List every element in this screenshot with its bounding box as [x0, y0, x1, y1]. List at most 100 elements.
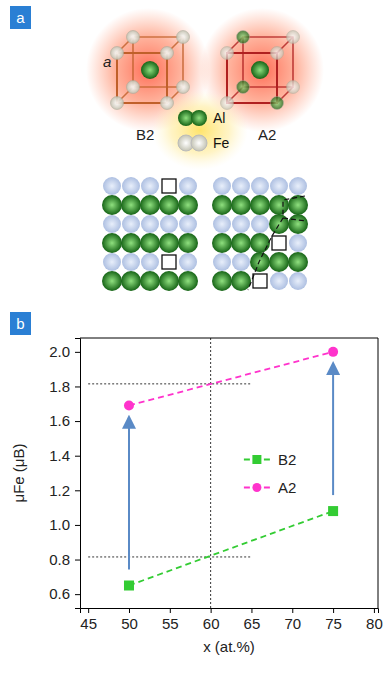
atom: [127, 81, 140, 94]
atom: [287, 31, 300, 44]
fe-atom: [213, 215, 231, 233]
x-tick-mark: [333, 608, 334, 613]
y-tick-mark: [75, 490, 80, 491]
al-atom: [212, 271, 232, 291]
y-tick-mark: [75, 525, 80, 526]
plot-area: [88, 338, 338, 608]
al-atom: [288, 195, 308, 215]
atom: [251, 61, 269, 79]
fe-atom: [251, 177, 269, 195]
x-tick-label: 45: [80, 615, 97, 632]
al-atom: [231, 271, 251, 291]
fe-atom: [289, 272, 307, 290]
fe-atom: [213, 253, 231, 271]
atom: [221, 97, 234, 110]
reference-line: [88, 383, 251, 384]
arrow: [128, 418, 130, 570]
al-atom: [178, 233, 198, 253]
species-label: Al: [213, 110, 225, 126]
x-tick-label: 70: [284, 615, 301, 632]
legend-marker: [252, 483, 261, 492]
x-axis-line: [81, 609, 379, 614]
al-atom: [121, 271, 141, 291]
y-tick-label: 1.8: [49, 378, 70, 395]
x-tick: 80: [366, 608, 383, 632]
glow: [152, 90, 248, 170]
annotations: [129, 364, 333, 570]
fe-atom: [141, 253, 159, 271]
reference-line: [210, 338, 211, 608]
fe-atom: [289, 234, 307, 252]
y-tick-label: 1.2: [49, 482, 70, 499]
panel-a: aB2A2AlFe: [86, 8, 324, 291]
lattice-parameter: a: [103, 53, 111, 70]
atom: [111, 97, 124, 110]
series-line: [129, 352, 333, 406]
x-tick-mark: [292, 608, 293, 613]
al-atom: [102, 195, 122, 215]
fe-atom: [179, 253, 197, 271]
al-atom: [250, 233, 270, 253]
x-tick-label: 65: [244, 615, 261, 632]
al-atom: [102, 271, 122, 291]
figure: aaB2A2AlFeb45505560657075800.60.81.01.21…: [0, 0, 390, 677]
x-axis-title: x (at.%): [203, 638, 255, 655]
fe-atom: [179, 215, 197, 233]
atom: [221, 47, 234, 60]
lattice: [212, 177, 308, 291]
fe-atom: [270, 272, 288, 290]
al-atom: [212, 195, 232, 215]
y-tick: 1.6: [49, 412, 80, 429]
legend-item: A2: [244, 479, 296, 496]
fe-atom: [232, 177, 250, 195]
data-point: [328, 347, 338, 357]
al-atom: [140, 233, 160, 253]
arrow: [332, 364, 334, 495]
x-tick-label: 80: [366, 615, 383, 632]
x-tick: 65: [244, 608, 261, 632]
al-atom: [231, 233, 251, 253]
x-tick-mark: [211, 608, 212, 613]
atom: [177, 81, 190, 94]
y-axis: 0.60.81.01.21.41.61.82.0: [49, 339, 80, 609]
al-atom: [178, 195, 198, 215]
y-tick: 1.2: [49, 482, 80, 499]
fe-atom: [232, 253, 250, 271]
reference-line: [88, 556, 251, 557]
fe-atom: [103, 177, 121, 195]
fe-atom: [141, 177, 159, 195]
al-atom: [159, 271, 179, 291]
atom: [177, 31, 190, 44]
cell-edge: [117, 53, 167, 103]
y-tick-label: 1.0: [49, 516, 70, 533]
panel-label: a: [16, 9, 25, 26]
key-atom: [191, 135, 207, 151]
x-tick-label: 60: [203, 615, 220, 632]
key-atom: [191, 110, 207, 126]
species-label: Fe: [213, 135, 230, 151]
fe-atom: [122, 177, 140, 195]
y-tick-mark: [75, 386, 80, 387]
fe-atom: [141, 215, 159, 233]
y-tick: 2.0: [49, 343, 80, 360]
x-tick-label: 55: [162, 615, 179, 632]
atom: [111, 47, 124, 60]
data-point: [124, 401, 134, 411]
x-tick-mark: [170, 608, 171, 613]
vacancy: [253, 274, 267, 288]
fe-atom: [232, 215, 250, 233]
legend: B2 A2: [244, 451, 296, 496]
data-point: [124, 581, 134, 591]
al-atom: [140, 195, 160, 215]
x-tick: 50: [121, 608, 138, 632]
x-axis: 4550556065707580: [80, 608, 382, 632]
x-tick-label: 50: [121, 615, 138, 632]
glow: [86, 8, 210, 132]
legend-label: B2: [278, 451, 296, 468]
legend-marker: [252, 455, 261, 464]
atom: [271, 97, 284, 110]
series-line: [129, 511, 333, 585]
y-tick-label: 0.6: [49, 585, 70, 602]
al-atom: [269, 252, 289, 272]
x-tick: 60: [203, 608, 220, 632]
